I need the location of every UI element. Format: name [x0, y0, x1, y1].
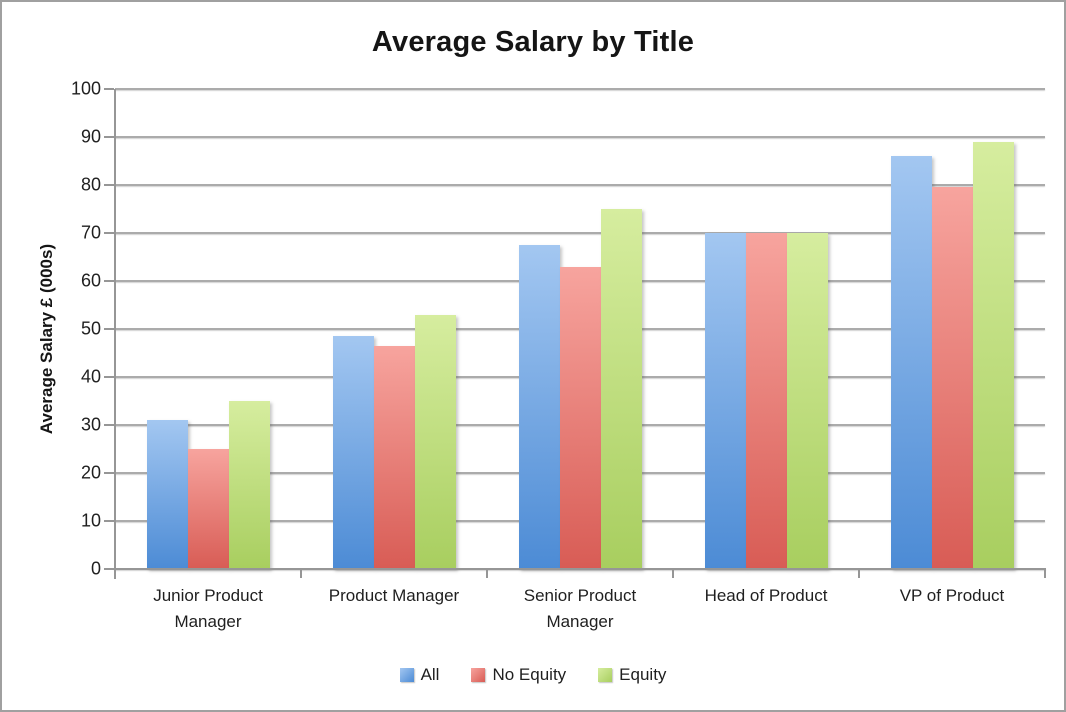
y-tick-60 — [104, 280, 114, 282]
bar-no-equity-3 — [559, 266, 601, 569]
x-axis-tick-1 — [300, 570, 302, 578]
x-axis-line — [114, 568, 1046, 570]
x-axis-tick-3 — [672, 570, 674, 578]
legend-item-no-equity: No Equity — [471, 665, 566, 685]
gridline-90 — [115, 136, 1045, 138]
x-category-label-3: Senior Product Manager — [487, 583, 673, 636]
bar-equity-4 — [786, 233, 828, 569]
gridline-100 — [115, 88, 1045, 90]
x-category-label-text: Junior Product Manager — [153, 586, 263, 632]
legend-swatch-equity-icon — [598, 668, 613, 682]
plot-area: 0 10 20 30 40 50 60 70 80 90 100 Junior Product Man… — [71, 79, 1046, 631]
bar-equity-2 — [414, 314, 456, 569]
x-category-label-1: Junior Product Manager — [115, 583, 301, 636]
y-tick-label-30: 30 — [80, 414, 101, 435]
y-tick-80 — [104, 184, 114, 186]
bar-all-4 — [704, 233, 746, 569]
x-axis-tick-2 — [486, 570, 488, 578]
legend-item-equity: Equity — [598, 665, 666, 685]
legend-label-equity: Equity — [619, 665, 667, 684]
bar-no-equity-4 — [745, 233, 787, 569]
bar-all-1 — [146, 420, 188, 569]
x-axis-tick-4 — [858, 570, 860, 578]
legend-swatch-all-icon — [399, 668, 414, 682]
legend-label-no-equity: No Equity — [492, 665, 567, 684]
y-tick-label-40: 40 — [80, 366, 101, 387]
legend-swatch-no-equity-icon — [471, 668, 486, 682]
y-tick-90 — [104, 136, 114, 138]
y-tick-label-90: 90 — [80, 126, 101, 147]
x-axis-tick-0 — [114, 570, 116, 578]
y-tick-label-60: 60 — [80, 270, 101, 291]
y-tick-label-0: 0 — [90, 558, 101, 579]
bar-all-2 — [332, 336, 374, 569]
bar-equity-3 — [600, 209, 642, 569]
legend-item-all: All — [399, 665, 440, 685]
gridline-70 — [115, 232, 1045, 234]
bar-no-equity-1 — [187, 449, 229, 569]
y-tick-70 — [104, 232, 114, 234]
y-tick-label-100: 100 — [70, 78, 101, 99]
legend-label-all: All — [420, 665, 440, 684]
x-category-label-text: VP of Product — [899, 586, 1005, 605]
bar-no-equity-5 — [931, 187, 973, 569]
y-tick-100 — [104, 88, 114, 90]
y-tick-label-70: 70 — [80, 222, 101, 243]
y-tick-10 — [104, 520, 114, 522]
x-axis-tick-5 — [1044, 570, 1046, 578]
x-category-label-text: Head of Product — [704, 586, 828, 605]
chart-legend: All No Equity Equity — [2, 665, 1064, 685]
x-category-label-text: Product Manager — [328, 586, 460, 605]
x-category-label-5: VP of Product — [859, 583, 1045, 609]
y-tick-50 — [104, 328, 114, 330]
x-category-label-4: Head of Product — [673, 583, 859, 609]
y-tick-0 — [104, 568, 114, 570]
bar-equity-1 — [228, 401, 270, 569]
gridline-80 — [115, 184, 1045, 186]
y-tick-label-50: 50 — [80, 318, 101, 339]
bar-no-equity-2 — [373, 345, 415, 569]
y-tick-label-80: 80 — [80, 174, 101, 195]
bar-equity-5 — [972, 141, 1014, 569]
y-axis-line — [114, 89, 116, 579]
y-tick-20 — [104, 472, 114, 474]
y-tick-label-10: 10 — [80, 510, 101, 531]
y-tick-40 — [104, 376, 114, 378]
bar-all-5 — [890, 156, 932, 569]
chart-title: Average Salary by Title — [371, 26, 695, 58]
bar-all-3 — [518, 245, 560, 569]
x-category-label-text: Senior Product Manager — [523, 586, 637, 632]
x-category-label-2: Product Manager — [301, 583, 487, 609]
y-tick-label-20: 20 — [80, 462, 101, 483]
y-tick-30 — [104, 424, 114, 426]
